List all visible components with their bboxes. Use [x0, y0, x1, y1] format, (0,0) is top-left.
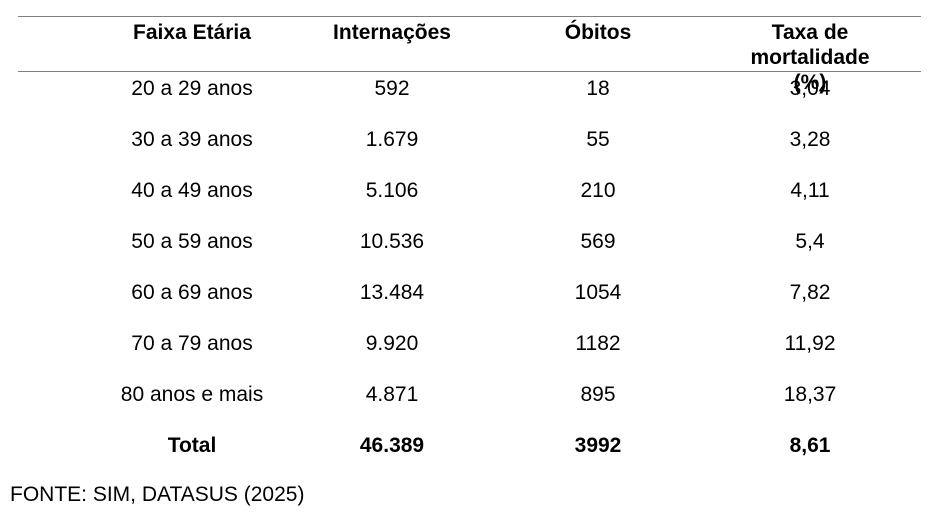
cell-taxa: 7,82	[789, 280, 831, 304]
table-row: 60 a 69 anos 13.484 1054 7,82	[0, 267, 948, 318]
cell-internacoes: 4.871	[365, 382, 419, 406]
cell-faixa: 70 a 79 anos	[131, 331, 253, 355]
cell-taxa: 11,92	[784, 331, 836, 355]
cell-faixa: 20 a 29 anos	[131, 76, 253, 100]
header-faixa-etaria: Faixa Etária	[133, 21, 251, 44]
table-total-row: Total 46.389 3992 8,61	[0, 420, 948, 471]
cell-faixa: 40 a 49 anos	[131, 178, 253, 202]
table-header-rule	[18, 71, 921, 72]
table-row: 50 a 59 anos 10.536 569 5,4	[0, 216, 948, 267]
header-internacoes: Internações	[333, 21, 451, 44]
cell-taxa: 5,4	[795, 229, 825, 253]
cell-taxa: 3,28	[789, 127, 831, 151]
cell-internacoes: 10.536	[359, 229, 425, 253]
cell-obitos: 895	[580, 382, 616, 406]
cell-obitos: 18	[586, 76, 610, 100]
table-row: 70 a 79 anos 9.920 1182 11,92	[0, 318, 948, 369]
cell-taxa: 4,11	[790, 178, 830, 202]
cell-total-obitos: 3992	[574, 433, 622, 457]
cell-taxa: 3,04	[789, 76, 831, 100]
source-citation: FONTE: SIM, DATASUS (2025)	[10, 483, 305, 506]
cell-faixa: 50 a 59 anos	[131, 229, 253, 253]
cell-obitos: 210	[580, 178, 616, 202]
cell-internacoes: 13.484	[359, 280, 425, 304]
header-taxa-mortalidade: Taxa de mortalidade (%)	[750, 21, 870, 94]
header-obitos: Óbitos	[564, 21, 632, 44]
cell-obitos: 55	[586, 127, 610, 151]
cell-internacoes: 9.920	[365, 331, 419, 355]
cell-faixa: 30 a 39 anos	[131, 127, 253, 151]
cell-taxa: 18,37	[783, 382, 837, 406]
cell-total-label: Total	[167, 433, 217, 457]
cell-internacoes: 5.106	[365, 178, 419, 202]
cell-internacoes: 1.679	[365, 127, 419, 151]
cell-total-taxa: 8,61	[789, 433, 831, 457]
table-body: 20 a 29 anos 592 18 3,04 30 a 39 anos 1.…	[0, 63, 948, 471]
cell-faixa: 60 a 69 anos	[131, 280, 253, 304]
cell-faixa: 80 anos e mais	[120, 382, 264, 406]
table-row: 80 anos e mais 4.871 895 18,37	[0, 369, 948, 420]
table-row: 20 a 29 anos 592 18 3,04	[0, 63, 948, 114]
cell-obitos: 569	[580, 229, 616, 253]
table-row: 40 a 49 anos 5.106 210 4,11	[0, 165, 948, 216]
table-row: 30 a 39 anos 1.679 55 3,28	[0, 114, 948, 165]
cell-internacoes: 592	[374, 76, 410, 100]
cell-obitos: 1182	[575, 331, 621, 355]
cell-obitos: 1054	[574, 280, 622, 304]
table-top-rule	[18, 16, 921, 17]
table-header-row: Faixa Etária Internações Óbitos Taxa de …	[0, 20, 948, 94]
cell-total-internacoes: 46.389	[359, 433, 425, 457]
